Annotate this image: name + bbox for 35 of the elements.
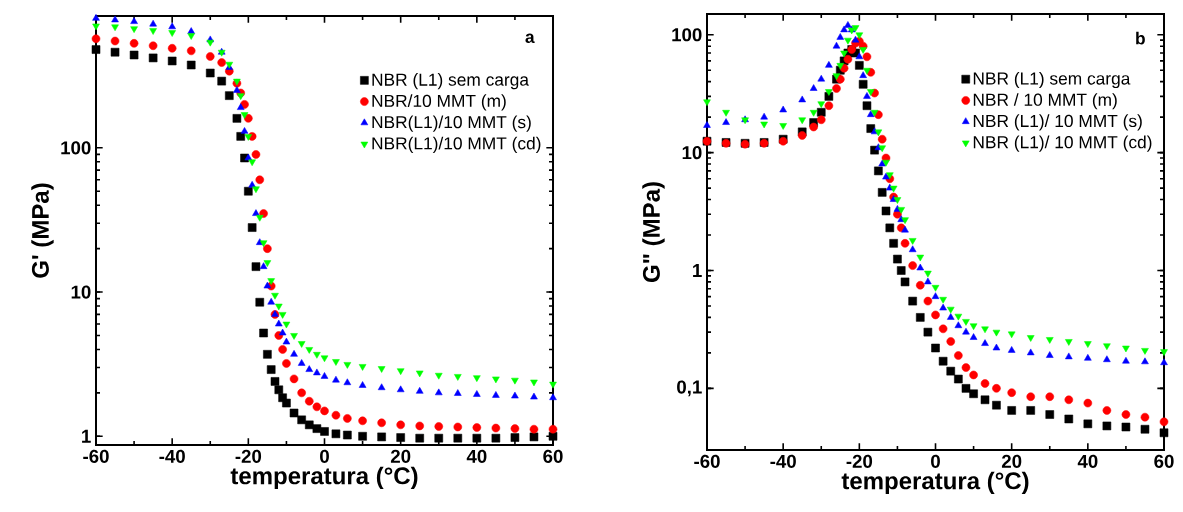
x-tick-label: -20 [846,454,873,468]
y-tick-label: 10 [682,146,702,160]
x-tick-label: -20 [235,449,262,463]
y-tick-label: 1 [82,429,91,443]
annotation: a [525,33,535,44]
x-tick-label: 60 [543,449,563,463]
x-tick-label: 40 [466,449,487,463]
y-tick-label: 0,1 [677,380,702,397]
x-tick-label: 20 [390,449,411,463]
legend-label: NBR (L1)/ 10 MMT (s) [973,114,1142,131]
legend-label: NBR(L1)/10 MMT (s) [372,115,531,132]
x-tick-label: 20 [1001,454,1022,468]
y-tick-label: 1 [693,264,702,277]
x-tick-label: 60 [1154,454,1174,468]
x-tick-label: 0 [931,454,940,468]
x-tick-label: -60 [694,454,720,468]
legend-label: NBR(L1)/10 MMT (cd) [372,136,541,153]
x-tick-label: -60 [83,449,109,463]
y-axis-title: G" (MPa) [642,182,665,283]
y-tick-label: 10 [71,285,91,299]
x-axis-title: temperatura (°C) [230,466,418,490]
legend-label: NBR / 10 MMT (m) [973,93,1117,110]
x-tick-label: 0 [320,449,329,463]
legend-label: NBR (L1) sem carga [973,71,1131,89]
annotation: b [1136,31,1145,45]
y-tick-label: 100 [61,141,91,155]
x-axis-title: temperatura (°C) [841,471,1029,495]
legend-label: NBR/10 MMT (m) [372,94,506,111]
x-tick-label: -40 [770,454,796,468]
legend-label: NBR (L1)/ 10 MMT (cd) [973,135,1152,152]
x-tick-label: -40 [159,449,185,463]
x-tick-label: 40 [1077,454,1098,468]
y-axis-title: G' (MPa) [31,183,54,278]
legend-label: NBR (L1) sem carga [372,73,529,90]
y-tick-label: 100 [672,28,702,42]
